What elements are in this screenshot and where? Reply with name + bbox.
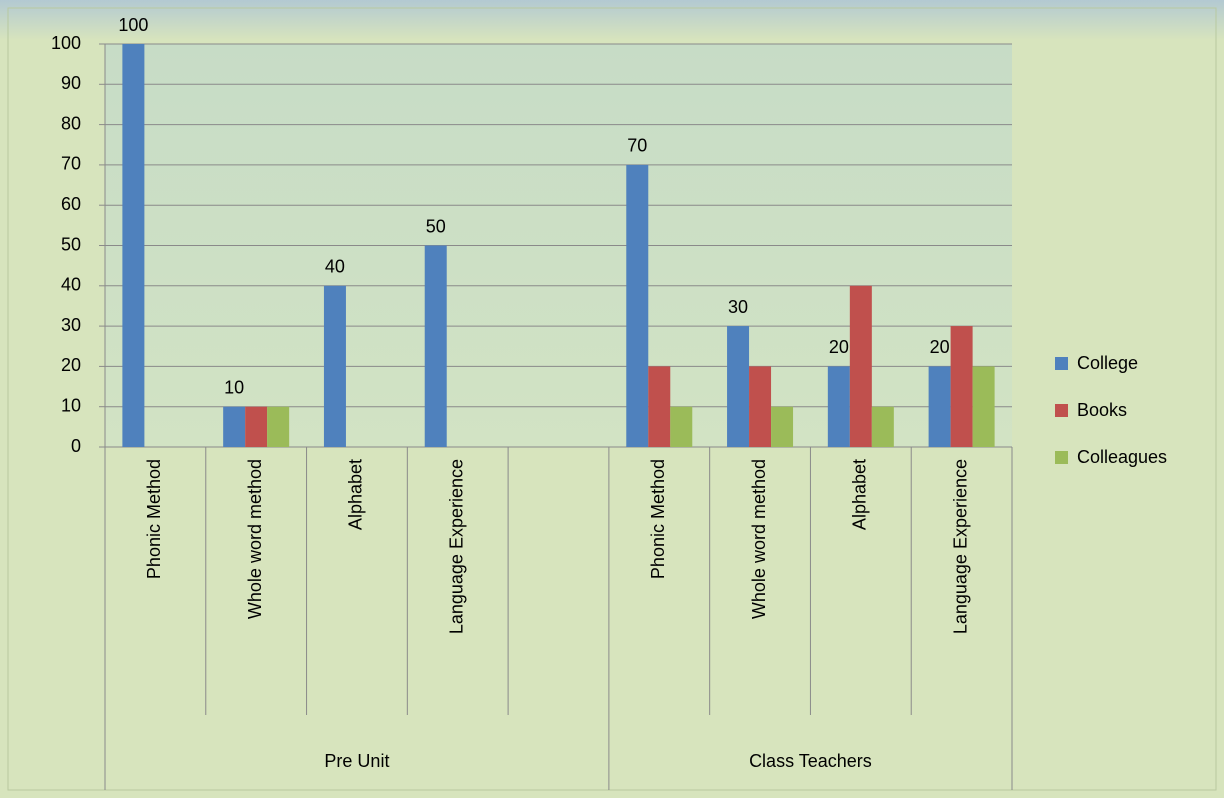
data-label: 30	[728, 297, 748, 317]
bar	[827, 366, 850, 447]
data-label: 40	[325, 257, 345, 277]
bar	[267, 406, 290, 447]
y-tick-label: 70	[61, 154, 81, 174]
data-label: 10	[224, 377, 244, 397]
x-tick-label: Whole word method	[245, 459, 265, 619]
x-tick-label: Phonic Method	[648, 459, 668, 579]
x-tick-label: Alphabet	[850, 459, 870, 530]
bar	[849, 285, 872, 447]
data-label: 100	[118, 15, 148, 35]
bar	[928, 366, 951, 447]
bar	[749, 366, 772, 447]
top-glow	[0, 0, 1224, 40]
bar	[648, 366, 671, 447]
bar	[950, 326, 973, 447]
legend-label: Colleagues	[1077, 447, 1167, 467]
bar	[323, 285, 346, 447]
x-tick-label: Language Experience	[446, 459, 466, 634]
bar	[871, 406, 894, 447]
legend-swatch	[1055, 357, 1068, 370]
bar	[626, 164, 649, 447]
data-label: 20	[930, 337, 950, 357]
x-tick-label: Phonic Method	[144, 459, 164, 579]
y-tick-label: 40	[61, 275, 81, 295]
bar	[424, 245, 447, 447]
y-tick-label: 0	[71, 436, 81, 456]
y-tick-label: 90	[61, 73, 81, 93]
data-label: 50	[426, 216, 446, 236]
legend-swatch	[1055, 404, 1068, 417]
x-tick-label: Alphabet	[346, 459, 366, 530]
bar	[771, 406, 794, 447]
bar	[122, 44, 145, 447]
y-tick-label: 80	[61, 113, 81, 133]
legend-label: Books	[1077, 400, 1127, 420]
group-label: Pre Unit	[324, 751, 389, 771]
bar	[670, 406, 693, 447]
x-tick-label: Whole word method	[749, 459, 769, 619]
bar	[727, 326, 750, 447]
y-tick-label: 20	[61, 355, 81, 375]
data-label: 70	[627, 136, 647, 156]
y-tick-label: 100	[51, 33, 81, 53]
x-tick-label: Language Experience	[950, 459, 970, 634]
chart-border	[7, 7, 1217, 791]
legend-label: College	[1077, 353, 1138, 373]
y-tick-label: 10	[61, 395, 81, 415]
data-label: 20	[829, 337, 849, 357]
bar	[245, 406, 268, 447]
y-tick-label: 50	[61, 234, 81, 254]
y-tick-label: 30	[61, 315, 81, 335]
legend-swatch	[1055, 451, 1068, 464]
bar	[223, 406, 246, 447]
group-label: Class Teachers	[749, 751, 872, 771]
bar	[972, 366, 995, 447]
y-tick-label: 60	[61, 194, 81, 214]
